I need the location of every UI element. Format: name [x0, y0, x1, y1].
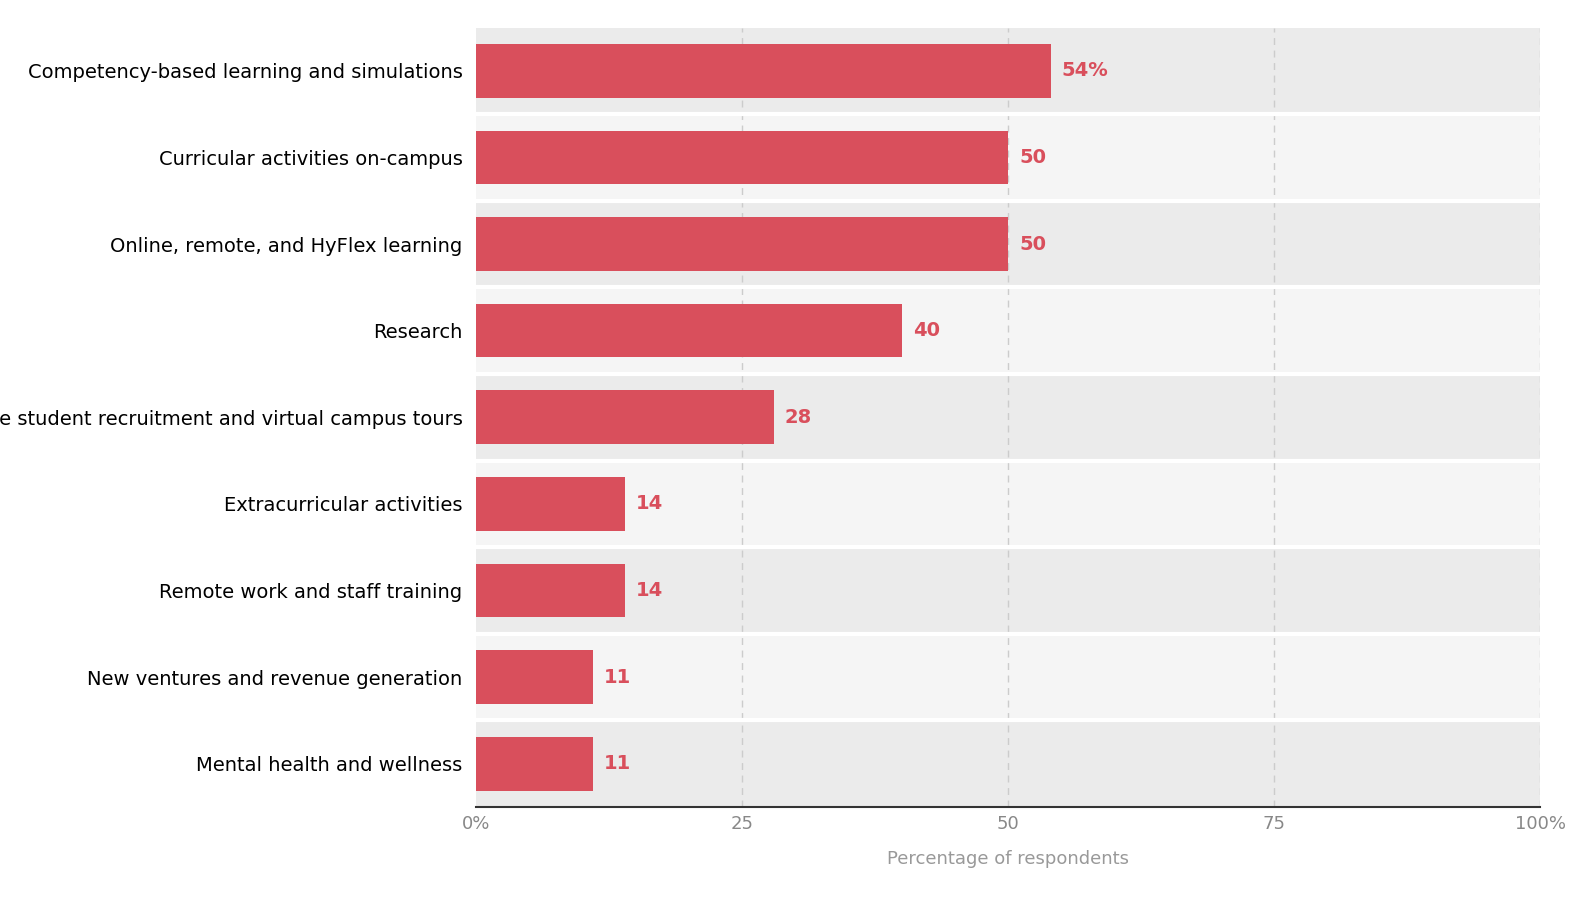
- Text: 40: 40: [913, 321, 940, 340]
- Bar: [476, 460, 1540, 547]
- Bar: [476, 721, 1540, 807]
- Bar: [476, 44, 1051, 97]
- Bar: [476, 287, 1540, 374]
- Bar: [476, 374, 1540, 460]
- X-axis label: Percentage of respondents: Percentage of respondents: [888, 850, 1129, 868]
- Bar: [476, 114, 1540, 201]
- Bar: [476, 650, 594, 704]
- Text: 11: 11: [603, 754, 632, 773]
- Text: 14: 14: [635, 581, 664, 600]
- Bar: [476, 391, 775, 444]
- Text: 54%: 54%: [1061, 61, 1108, 81]
- Bar: [476, 477, 626, 531]
- Text: 50: 50: [1019, 235, 1046, 253]
- Text: 14: 14: [635, 494, 664, 514]
- Text: 50: 50: [1019, 148, 1046, 167]
- Bar: [476, 547, 1540, 634]
- Bar: [476, 634, 1540, 721]
- Text: 11: 11: [603, 668, 632, 687]
- Text: 28: 28: [784, 408, 811, 426]
- Bar: [476, 737, 594, 790]
- Bar: [476, 564, 626, 617]
- Bar: [476, 130, 1008, 184]
- Bar: [476, 217, 1008, 271]
- Bar: [476, 28, 1540, 114]
- Bar: [476, 304, 902, 358]
- Bar: [476, 201, 1540, 287]
